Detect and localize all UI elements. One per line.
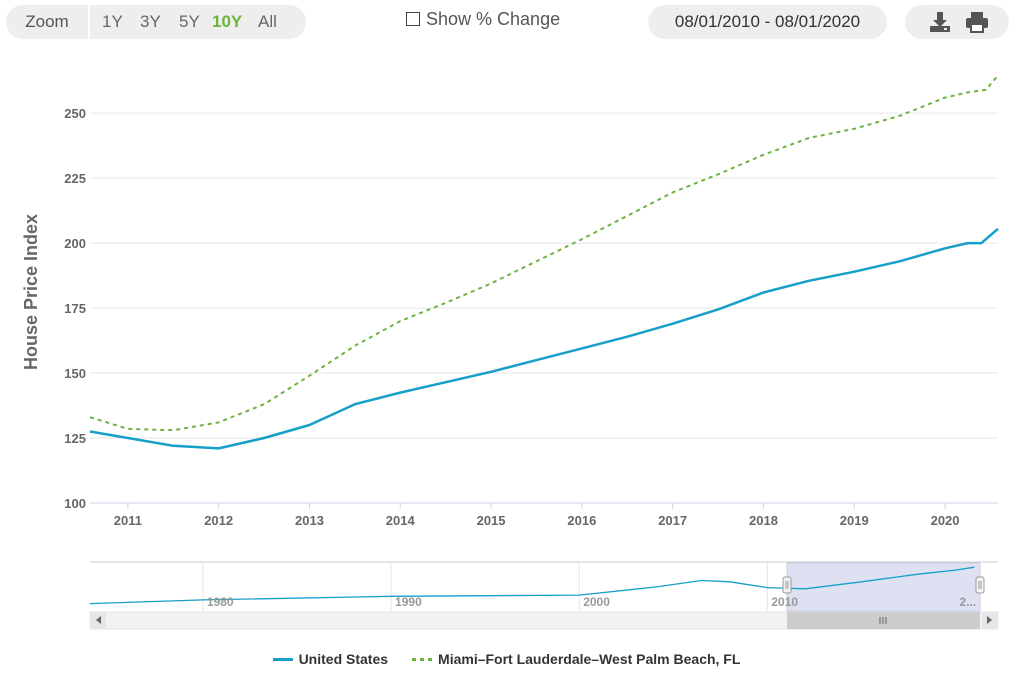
x-tick-label: 2012 (204, 513, 233, 528)
x-tick-label: 2015 (477, 513, 506, 528)
y-tick-label: 175 (64, 301, 86, 316)
navigator-tick-label: 1980 (207, 595, 234, 609)
zoom-all-button[interactable]: All (258, 12, 277, 31)
legend-swatch-united-states (272, 657, 293, 661)
y-tick-label: 150 (64, 366, 86, 381)
show-percent-change-toggle[interactable]: Show % Change (406, 8, 560, 30)
navigator-tick-label: 2000 (583, 595, 610, 609)
x-tick-label: 2017 (658, 513, 687, 528)
show-percent-change-checkbox[interactable] (406, 12, 420, 26)
navigator-scrollbar[interactable] (89, 611, 999, 630)
y-tick-label: 250 (64, 106, 86, 121)
y-tick-label: 225 (64, 171, 86, 186)
y-axis-ticks: 100 125 150 175 200 225 250 (64, 106, 86, 511)
zoom-1y-button[interactable]: 1Y (102, 12, 123, 31)
legend-item-united-states[interactable]: United States (272, 651, 389, 667)
series-line-miami[interactable] (89, 74, 999, 432)
x-tick-label: 2016 (567, 513, 596, 528)
grid-lines (90, 112, 998, 504)
scroll-right-icon (987, 616, 992, 624)
x-tick-label: 2011 (114, 513, 142, 528)
legend: United States Miami–Fort Lauderdale–West… (0, 648, 1013, 670)
navigator-series-line (89, 566, 975, 605)
zoom-5y-button[interactable]: 5Y (179, 12, 200, 31)
x-tick-label: 2013 (295, 513, 324, 528)
x-tick-label: 2018 (749, 513, 778, 528)
legend-item-miami[interactable]: Miami–Fort Lauderdale–West Palm Beach, F… (412, 651, 740, 667)
zoom-group: Zoom 1Y 3Y 5Y 10Y All (6, 5, 306, 39)
y-tick-label: 200 (64, 236, 86, 251)
navigator[interactable]: 1980 1990 2000 2010 2... (89, 561, 998, 612)
zoom-3y-button[interactable]: 3Y (140, 12, 161, 31)
x-tick-label: 2020 (931, 513, 960, 528)
series-group (89, 74, 999, 450)
y-axis-label: House Price Index (21, 214, 41, 370)
series-line-united-states[interactable] (89, 227, 999, 450)
legend-swatch-miami (412, 657, 433, 661)
navigator-tick-label: 2010 (771, 595, 798, 609)
navigator-right-handle[interactable] (975, 576, 985, 594)
y-tick-label: 125 (64, 431, 86, 446)
x-tick-label: 2019 (840, 513, 869, 528)
y-tick-label: 100 (64, 496, 86, 511)
x-tick-label: 2014 (386, 513, 416, 528)
scroll-left-icon (96, 616, 101, 624)
zoom-10y-button[interactable]: 10Y (212, 12, 243, 31)
download-icon[interactable] (929, 11, 951, 33)
legend-label-united-states: United States (298, 651, 389, 667)
zoom-label: Zoom (6, 5, 90, 39)
show-percent-change-label: Show % Change (426, 8, 561, 29)
print-icon[interactable] (965, 11, 989, 33)
legend-label-miami: Miami–Fort Lauderdale–West Palm Beach, F… (438, 651, 741, 667)
navigator-tick-label: 2... (960, 595, 977, 609)
export-tools (905, 5, 1009, 39)
navigator-left-handle[interactable] (782, 576, 792, 594)
date-range-button[interactable]: 08/01/2010 - 08/01/2020 (648, 5, 887, 39)
navigator-series (89, 566, 975, 605)
navigator-ticks: 1980 1990 2000 2010 2... (207, 595, 976, 609)
navigator-tick-label: 1990 (395, 595, 422, 609)
x-axis-ticks: 2011 2012 2013 2014 2015 2016 2017 2018 2019 2020 (114, 503, 960, 528)
